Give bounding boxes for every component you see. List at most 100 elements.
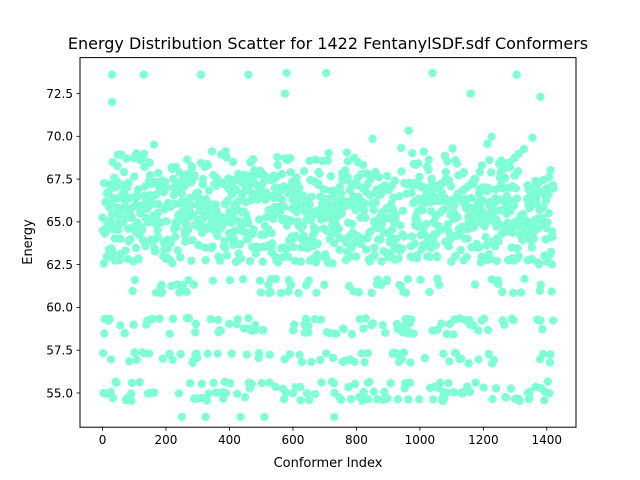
data-point [108,393,118,403]
data-point [404,395,413,404]
data-point [549,184,558,193]
data-point [235,240,245,249]
data-point [267,228,276,238]
data-point [247,379,256,389]
data-point [414,159,423,168]
data-point [157,280,166,290]
data-point [354,288,364,297]
data-point [453,212,462,222]
data-point [500,320,509,330]
data-point [415,172,424,181]
data-point [405,378,415,388]
data-point [528,133,537,142]
data-point [296,257,306,266]
data-point [258,257,267,266]
data-point [358,160,368,170]
data-point [301,314,311,324]
data-point [498,287,507,297]
data-point [312,288,321,297]
data-point [331,329,341,338]
data-point [546,350,555,359]
data-point [299,166,309,176]
data-point [529,234,538,243]
data-point [314,180,323,190]
data-point [444,378,453,388]
data-point [310,314,320,324]
data-point [506,384,516,393]
data-point [121,246,130,255]
data-point [536,92,545,102]
data-point [291,231,300,241]
data-point [367,288,376,298]
data-point [548,232,557,242]
x-tick-label: 400 [218,433,241,447]
data-point [399,232,409,241]
data-point [416,275,425,285]
data-point [290,320,299,329]
data-point [448,144,457,153]
data-point [130,172,139,181]
data-point [168,314,178,324]
data-point [396,143,406,153]
data-point [238,274,248,284]
data-point [174,389,184,398]
data-point [451,251,460,261]
data-point [512,194,522,203]
data-point [271,274,280,283]
data-point [286,280,296,290]
data-point [407,188,416,197]
data-point [130,275,140,285]
data-point [471,174,480,184]
data-point [177,412,187,422]
data-point [397,244,407,253]
data-point [511,184,521,193]
y-tick-label: 65.0 [46,215,73,229]
data-point [469,223,479,232]
data-point [316,315,326,324]
data-point [204,186,214,195]
data-point [150,388,159,397]
data-point [395,192,404,201]
data-point [456,245,466,255]
data-point [348,219,357,229]
data-point [545,358,555,367]
data-point [508,228,518,238]
data-point [386,379,395,388]
data-point [106,355,116,364]
data-point [343,157,353,166]
data-point [344,383,353,392]
data-point [231,185,241,195]
data-point [313,239,322,248]
data-point [366,227,375,236]
data-point [286,168,295,177]
data-point [141,241,150,251]
data-point [119,167,129,177]
data-point [464,359,473,368]
data-point [190,328,200,337]
data-point [197,379,207,389]
data-point [177,189,187,198]
data-point [202,396,212,405]
data-point [442,157,452,166]
y-tick-label: 70.0 [46,130,73,144]
data-point [394,254,403,263]
data-point [116,234,125,243]
data-point [449,201,459,211]
data-point [513,167,523,176]
data-point [431,241,440,250]
data-point [513,244,522,253]
data-point [124,357,134,366]
data-point [213,315,223,325]
data-point [183,155,192,164]
data-point [208,276,218,285]
data-point [368,134,377,144]
data-point [444,242,453,251]
data-point [289,242,298,252]
data-point [336,189,346,198]
data-point [479,314,489,323]
data-point [112,378,121,387]
data-point [176,253,185,262]
data-point [221,388,231,398]
data-point [187,163,197,173]
data-point [132,149,141,158]
